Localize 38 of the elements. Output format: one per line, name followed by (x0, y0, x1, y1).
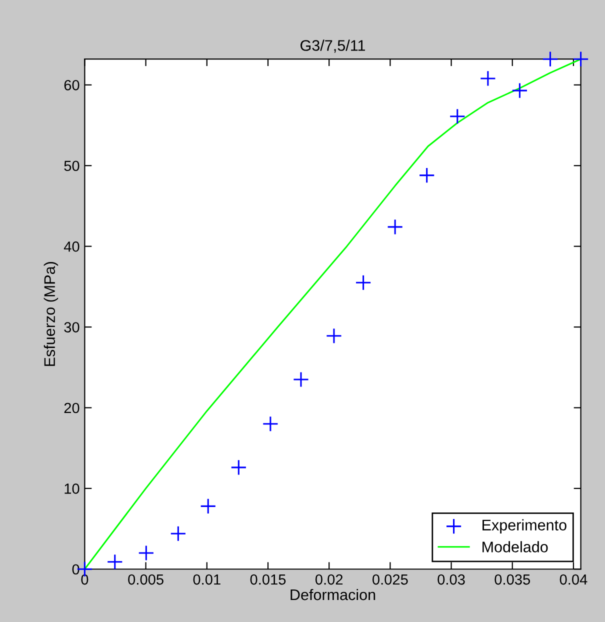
y-tick-label: 50 (64, 160, 80, 172)
legend-label: Experimento (482, 519, 566, 534)
point (262, 416, 278, 432)
x-tick-label: 0.025 (372, 574, 408, 585)
point (355, 274, 372, 291)
y-tick-label: 10 (64, 484, 80, 494)
point (572, 51, 589, 68)
x-tick-label: 0.02 (315, 574, 343, 585)
y-tick-label: 20 (64, 402, 80, 414)
y-axis-title: Esfuerzo (MPa) (44, 262, 58, 366)
line-series (84, 59, 581, 570)
point (418, 167, 435, 184)
point (512, 82, 528, 99)
x-tick-label: 0.01 (193, 574, 220, 585)
y-tick-label: 60 (64, 80, 80, 90)
point (449, 108, 466, 124)
point (106, 554, 123, 570)
point (387, 218, 404, 235)
x-tick-label: 0.04 (560, 574, 588, 585)
legend-label: Modelado (482, 541, 548, 552)
x-axis-title: Deformacion (290, 588, 376, 600)
point (480, 70, 496, 87)
x-tick-label: 0.035 (494, 574, 530, 585)
y-tick-label: 30 (64, 322, 80, 332)
y-tick-label: 0 (72, 564, 80, 575)
chart-title: G3/7,5/11 (300, 40, 365, 53)
point (230, 459, 247, 476)
point (326, 328, 342, 344)
x-tick-label: 0.005 (128, 574, 164, 585)
x-tick-label: 0.03 (438, 574, 465, 585)
x-tick-label: 0 (81, 574, 88, 585)
y-tick-label: 40 (64, 241, 80, 252)
x-tick-label: 0.015 (250, 574, 286, 585)
point (200, 498, 216, 514)
point (170, 526, 186, 542)
point (292, 371, 310, 388)
point (138, 544, 154, 562)
point (542, 51, 558, 68)
